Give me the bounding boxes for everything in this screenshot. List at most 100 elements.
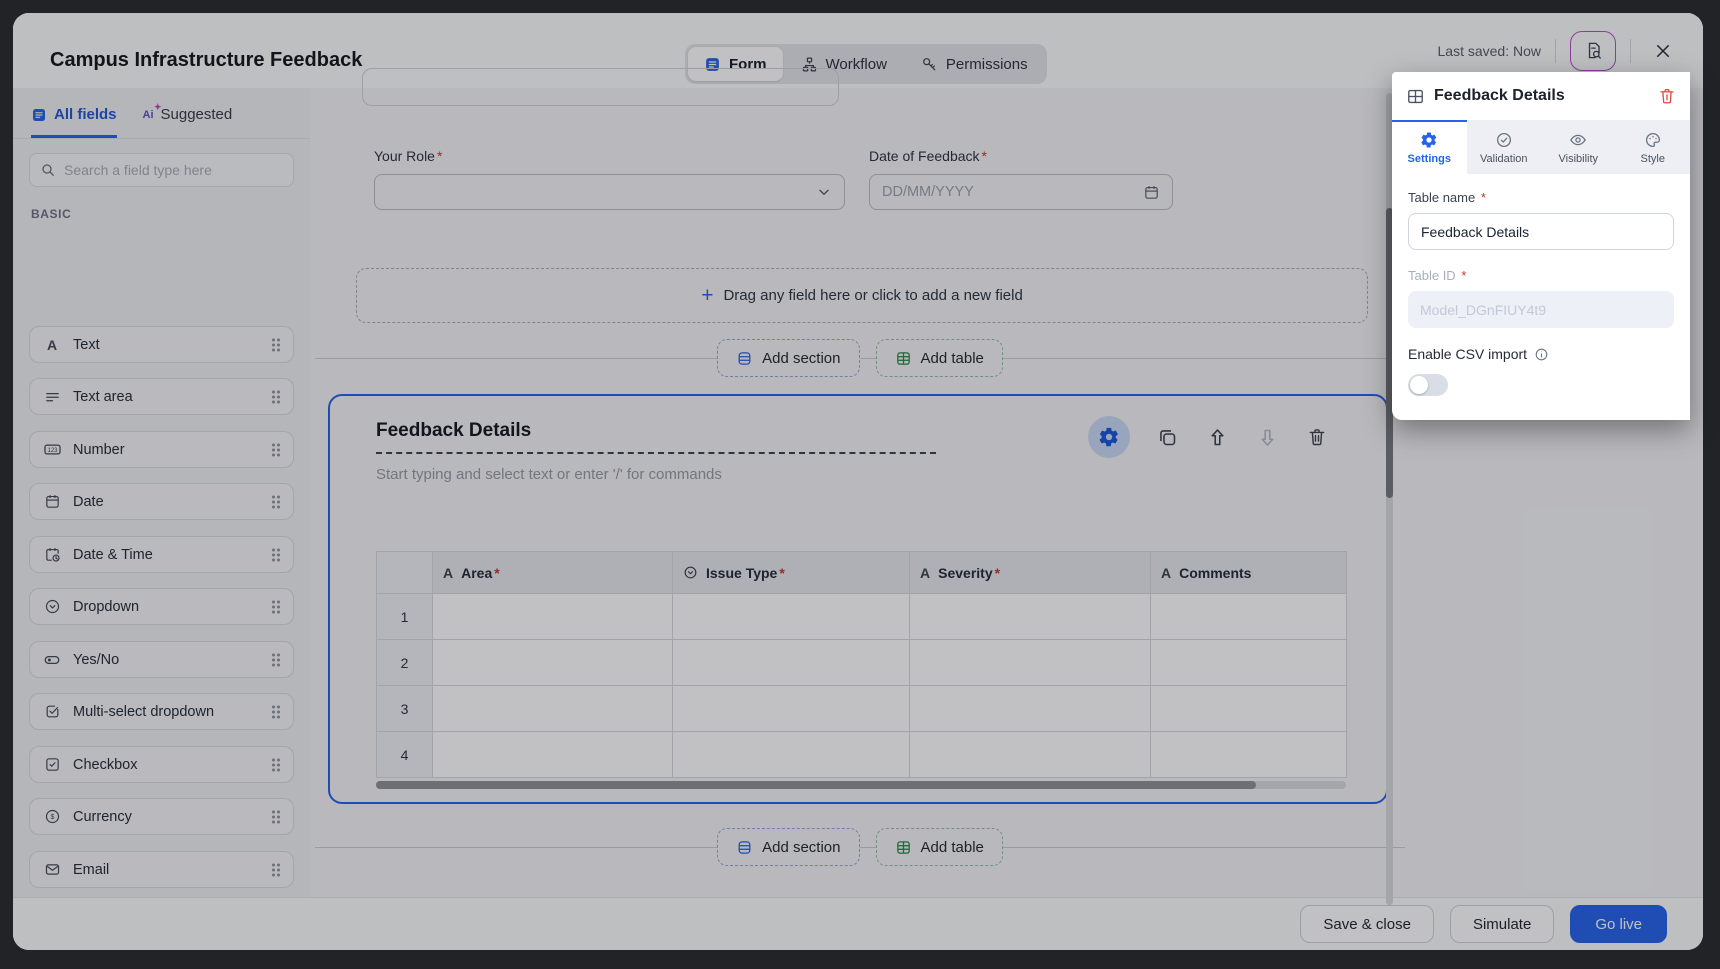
field-type-checkbox[interactable]: Checkbox <box>29 746 294 783</box>
add-table-label: Add table <box>920 349 984 367</box>
field-type-currency[interactable]: $ Currency <box>29 798 294 835</box>
calendar-icon[interactable] <box>1143 184 1160 201</box>
field-search[interactable] <box>29 153 294 187</box>
table-cell[interactable] <box>432 731 673 778</box>
date-of-feedback-input[interactable]: DD/MM/YYYY <box>869 174 1173 210</box>
table-cell[interactable] <box>909 685 1151 732</box>
tab-permissions[interactable]: Permissions <box>905 47 1044 81</box>
field-type-number[interactable]: 123 Number <box>29 431 294 468</box>
section-description-placeholder[interactable]: Start typing and select text or enter '/… <box>376 466 722 483</box>
field-type-date-time[interactable]: Date & Time <box>29 536 294 573</box>
add-row-top: Add section Add table <box>315 339 1405 377</box>
field-dropzone[interactable]: + Drag any field here or click to add a … <box>356 268 1368 323</box>
csv-import-toggle[interactable] <box>1408 374 1448 396</box>
column-header-severity[interactable]: A Severity * <box>909 551 1151 594</box>
sidebar-tab-suggested[interactable]: Ai ✦ Suggested <box>143 102 233 138</box>
column-header-issue-type[interactable]: Issue Type * <box>672 551 910 594</box>
search-input[interactable] <box>64 162 283 178</box>
field-type-text[interactable]: A Text <box>29 326 294 363</box>
scrollbar-thumb[interactable] <box>1386 208 1393 498</box>
gear-icon <box>1420 131 1438 149</box>
table-cell[interactable] <box>672 639 910 686</box>
field-type-label: Number <box>73 441 125 458</box>
drag-handle-icon[interactable] <box>269 704 283 720</box>
number-icon: 123 <box>42 440 62 459</box>
field-type-multi-select[interactable]: Multi-select dropdown <box>29 693 294 730</box>
column-header-area[interactable]: A Area * <box>432 551 673 594</box>
table-cell[interactable] <box>1150 593 1347 640</box>
table-cell[interactable] <box>672 593 910 640</box>
info-icon[interactable] <box>1534 347 1549 362</box>
delete-section-button[interactable] <box>1304 424 1330 450</box>
table-name-input[interactable] <box>1408 213 1674 250</box>
column-header-comments[interactable]: A Comments <box>1150 551 1347 594</box>
panel-tab-validation[interactable]: Validation <box>1467 120 1542 174</box>
move-up-button[interactable] <box>1204 424 1230 450</box>
move-down-button[interactable] <box>1254 424 1280 450</box>
table-cell[interactable] <box>909 639 1151 686</box>
required-asterisk: * <box>436 148 443 164</box>
drag-handle-icon[interactable] <box>269 862 283 878</box>
table-cell[interactable] <box>1150 731 1347 778</box>
field-type-yes-no[interactable]: Yes/No <box>29 641 294 678</box>
table-cell[interactable] <box>432 593 673 640</box>
add-section-button[interactable]: Add section <box>717 828 860 866</box>
field-type-dropdown[interactable]: Dropdown <box>29 588 294 625</box>
drag-handle-icon[interactable] <box>269 547 283 563</box>
table-cell[interactable] <box>672 685 910 732</box>
panel-tab-visibility[interactable]: Visibility <box>1541 120 1616 174</box>
required-asterisk: * <box>1480 190 1486 205</box>
eye-icon <box>1569 131 1587 149</box>
add-table-button[interactable]: Add table <box>875 828 1003 866</box>
add-table-button[interactable]: Add table <box>875 339 1003 377</box>
add-section-button[interactable]: Add section <box>717 339 860 377</box>
drag-handle-icon[interactable] <box>269 389 283 405</box>
field-type-text-area[interactable]: Text area <box>29 378 294 415</box>
table-cell[interactable] <box>1150 685 1347 732</box>
canvas-vertical-scrollbar[interactable] <box>1386 93 1393 905</box>
drag-handle-icon[interactable] <box>269 599 283 615</box>
drag-handle-icon[interactable] <box>269 337 283 353</box>
mode-tab-group: Form Workflow Permissions <box>685 44 1047 84</box>
section-table: A Area * Issue Type * A Severity * A Comments … <box>376 551 1347 778</box>
section-icon <box>736 350 753 367</box>
table-cell[interactable] <box>672 731 910 778</box>
panel-tab-settings[interactable]: Settings <box>1392 120 1467 174</box>
section-title[interactable]: Feedback Details <box>376 420 532 441</box>
table-cell[interactable] <box>432 685 673 732</box>
drag-handle-icon[interactable] <box>269 494 283 510</box>
table-cell[interactable] <box>909 731 1151 778</box>
your-role-select[interactable] <box>374 174 845 210</box>
close-icon <box>1654 42 1672 60</box>
drag-handle-icon[interactable] <box>269 442 283 458</box>
text-icon: A <box>920 564 931 581</box>
field-type-date[interactable]: Date <box>29 483 294 520</box>
table-cell[interactable] <box>909 593 1151 640</box>
drag-handle-icon[interactable] <box>269 809 283 825</box>
duplicate-section-button[interactable] <box>1154 424 1180 450</box>
close-button[interactable] <box>1645 33 1681 69</box>
table-cell[interactable] <box>432 639 673 686</box>
simulate-button[interactable]: Simulate <box>1449 905 1555 943</box>
section-settings-button[interactable] <box>1088 416 1130 458</box>
table-horizontal-scrollbar[interactable] <box>376 781 1346 789</box>
tab-form[interactable]: Form <box>688 47 783 81</box>
go-live-button[interactable]: Go live <box>1570 905 1667 943</box>
section-feedback-details[interactable]: Feedback Details Start typing and select… <box>328 394 1388 804</box>
preview-button[interactable] <box>1570 30 1616 71</box>
scrollbar-thumb[interactable] <box>376 781 1256 789</box>
table-cell[interactable] <box>1150 639 1347 686</box>
panel-tab-style[interactable]: Style <box>1616 120 1691 174</box>
field-type-label: Text <box>73 336 100 353</box>
field-type-email[interactable]: Email <box>29 851 294 888</box>
sidebar-tabs: All fields Ai ✦ Suggested <box>13 88 310 139</box>
drag-handle-icon[interactable] <box>269 757 283 773</box>
save-close-button[interactable]: Save & close <box>1300 905 1434 943</box>
delete-table-button[interactable] <box>1658 87 1676 105</box>
drag-handle-icon[interactable] <box>269 652 283 668</box>
currency-icon: $ <box>42 808 62 825</box>
table-settings-panel: Feedback Details Settings Validation Vis… <box>1392 72 1690 420</box>
sidebar-tab-all-fields[interactable]: All fields <box>31 106 117 138</box>
field-type-label: Date <box>73 493 104 510</box>
